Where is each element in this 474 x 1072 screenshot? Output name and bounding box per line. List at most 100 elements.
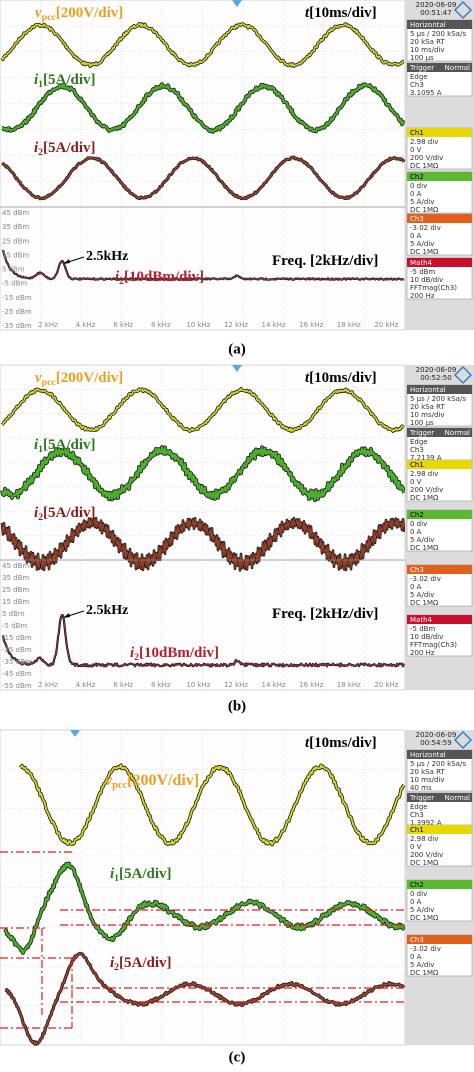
box-line: 100 µs: [410, 419, 434, 427]
waveform: [4, 862, 406, 955]
fft-y-label: -55 dBm: [2, 682, 32, 690]
fft-x-label: 20 kHz: [374, 681, 398, 689]
box-line: 200 Hz: [410, 649, 435, 657]
box-line: DC 1MΩ: [410, 206, 439, 214]
fft-x-label: 6 kHz: [113, 321, 133, 329]
annotation: i1[5A/div]: [34, 437, 96, 455]
box-title: Ch1: [410, 129, 424, 137]
symbol: i: [34, 140, 39, 156]
box-line: Edge: [410, 803, 428, 811]
fft-x-label: 10 kHz: [186, 681, 210, 689]
scale: [5A/div]: [43, 437, 96, 453]
fft-x-label: 18 kHz: [337, 321, 361, 329]
fft-y-label: -35 dBm: [2, 658, 32, 666]
fft-x-label: 4 kHz: [76, 681, 96, 689]
fft-x-label: 14 kHz: [262, 681, 286, 689]
fft-y-label: 25 dBm: [2, 237, 29, 245]
symbol: t: [305, 5, 310, 21]
box-line: 20 kSa RT: [410, 403, 445, 411]
subscript: 2: [38, 147, 43, 158]
waveform: [1, 156, 405, 200]
box-header: [407, 128, 472, 137]
box-line: 5 A/div: [410, 591, 434, 599]
fft-x-label: 14 kHz: [262, 321, 286, 329]
fft-y-label: 45 dBm: [2, 209, 29, 217]
fft-x-label: 18 kHz: [337, 681, 361, 689]
annotation: i2[5A/div]: [34, 140, 96, 158]
annotation: i2[10dBm/div]: [115, 269, 204, 287]
box-header: [407, 935, 472, 944]
box-line: 0 A: [410, 528, 422, 536]
fft-y-label: 35 dBm: [2, 223, 29, 231]
symbol: i: [34, 437, 39, 453]
box-line: 100 µs: [410, 54, 434, 62]
symbol: i: [34, 72, 39, 88]
box-line: 0 V: [410, 146, 422, 154]
box-line: Ch3: [410, 446, 424, 454]
box-mode: Normal: [445, 794, 470, 802]
box-mode: Normal: [445, 429, 470, 437]
fft-x-label: 12 kHz: [224, 681, 248, 689]
fft-y-label: -25 dBm: [2, 646, 32, 654]
subscript: 2: [38, 512, 43, 523]
box-header: [407, 880, 472, 889]
box-title: Ch3: [410, 566, 424, 574]
box-line: FFTmag(Ch3): [410, 284, 457, 292]
fft-x-label: 4 kHz: [76, 321, 96, 329]
date: 2020-06-09: [416, 1, 457, 9]
fft-x-label: 20 kHz: [374, 321, 398, 329]
box-line: 5 A/div: [410, 198, 434, 206]
box-header: [407, 825, 472, 834]
arrow-head: [63, 613, 70, 618]
box-line: 5 A/div: [410, 536, 434, 544]
box-line: 5 µs / 200 kSa/s: [410, 30, 466, 38]
box-line: 200 V/div: [410, 486, 443, 494]
box-line: 7.2139 A: [410, 454, 442, 462]
fft-y-label: -15 dBm: [2, 634, 32, 642]
clock-time: 00:51:47: [420, 9, 451, 17]
box-line: DC 1MΩ: [410, 599, 439, 607]
box-title: Ch2: [410, 881, 424, 889]
box-header: [407, 793, 472, 802]
fft-y-label: 35 dBm: [2, 574, 29, 582]
symbol: i: [130, 645, 135, 661]
fft-y-label: -35 dBm: [2, 322, 32, 330]
box-line: 5 µs / 200 kSa/s: [410, 760, 466, 768]
box-title: Horizontal: [410, 751, 446, 759]
panel: 45 dBm 35 dBm 25 dBm 15 dBm 5 dBm -5 dBm -15 d…: [0, 0, 474, 331]
scale: [5A/div]: [119, 955, 172, 971]
box-header: [407, 428, 472, 437]
box-line: 10 dB/div: [410, 633, 443, 641]
annotation: i1[5A/div]: [34, 72, 96, 90]
scale: [5A/div]: [119, 866, 172, 882]
box-title: Trigger: [409, 429, 434, 437]
symbol: i: [115, 269, 120, 285]
scale: [200V/div]: [56, 370, 124, 386]
box-header: [407, 460, 472, 469]
scale: [5A/div]: [43, 505, 96, 521]
symbol: i: [110, 955, 115, 971]
caption: (b): [228, 698, 246, 714]
box-line: 10 ms/div: [410, 46, 445, 54]
waveform: [1, 83, 405, 133]
box-title: Ch2: [410, 173, 424, 181]
fft-y-label: -5 dBm: [2, 280, 27, 288]
caption: (a): [228, 341, 246, 357]
fft-y-label: 45 dBm: [2, 562, 29, 570]
subscript: 1: [114, 873, 119, 884]
waveform: [2, 249, 405, 281]
clock-time: 00:54:59: [420, 739, 451, 747]
box-line: -3.02 div: [410, 945, 441, 953]
box-line: DC 1MΩ: [410, 494, 439, 502]
fft-x-label: 2 kHz: [38, 681, 58, 689]
box-line: 2.98 div: [410, 138, 438, 146]
box-line: 5 A/div: [410, 240, 434, 248]
box-header: [407, 750, 472, 759]
scale: [5A/div]: [43, 140, 96, 156]
box-line: 10 ms/div: [410, 411, 445, 419]
subscript: pcc: [42, 377, 57, 388]
box-title: Horizontal: [410, 21, 446, 29]
waveform: [1, 517, 405, 571]
box-line: 200 V/div: [410, 154, 443, 162]
